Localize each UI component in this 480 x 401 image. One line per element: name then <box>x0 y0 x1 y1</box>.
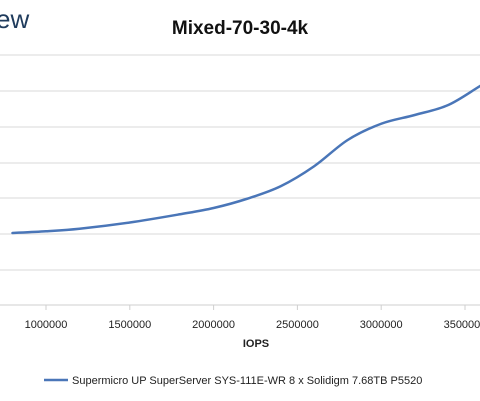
x-tick-label: 1500000 <box>108 319 151 331</box>
x-axis-label: IOPS <box>243 338 269 350</box>
series-line <box>11 84 480 235</box>
series-group <box>11 84 480 235</box>
x-axis-ticks: 1000000 1500000 2000000 2500000 3000000 35000… <box>25 305 480 331</box>
x-tick-label: 1000000 <box>25 319 68 331</box>
x-tick-label: 3000000 <box>360 319 403 331</box>
x-tick-label: 2500000 <box>276 319 319 331</box>
x-tick-label: 2000000 <box>192 319 235 331</box>
legend-label: Supermicro UP SuperServer SYS-111E-WR 8 … <box>72 375 422 387</box>
legend: Supermicro UP SuperServer SYS-111E-WR 8 … <box>44 375 422 387</box>
gridlines <box>0 54 480 271</box>
x-tick-label: 3500000 <box>444 319 480 331</box>
logo-text: ew <box>0 4 29 34</box>
chart-title: Mixed-70-30-4k <box>172 18 309 39</box>
